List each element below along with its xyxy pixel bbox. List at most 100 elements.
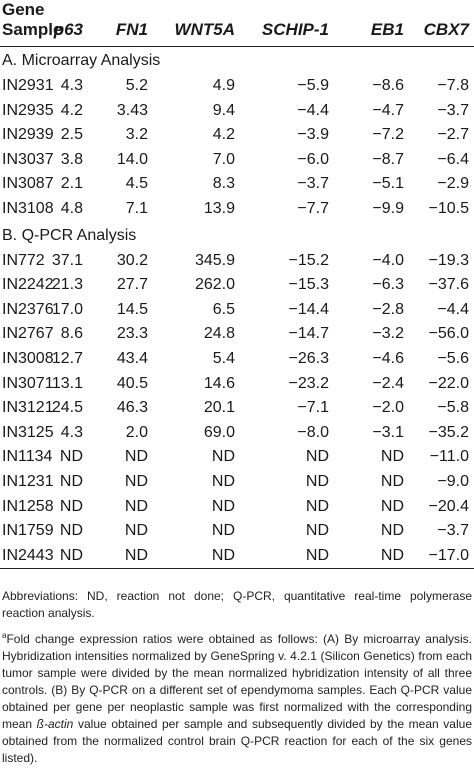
cell-wnt5a: 8.3 <box>212 175 235 193</box>
cell-cbx7: −19.3 <box>428 251 469 269</box>
cell-p63: 13.1 <box>51 374 83 392</box>
cell-fn1: 3.2 <box>125 126 148 144</box>
cell-p63: 4.2 <box>60 101 83 119</box>
cell-schip1: −5.9 <box>297 77 329 94</box>
table-row: IN1231 ND ND ND ND ND −9.0 <box>0 470 474 495</box>
cell-wnt5a: 7.0 <box>212 150 235 168</box>
cell-schip1: ND <box>305 546 329 564</box>
column-header-eb1: EB1 <box>370 20 404 39</box>
cell-wnt5a: 6.5 <box>212 300 235 318</box>
footnote-text-2: value obtained per sample and subsequent… <box>2 717 472 765</box>
column-header-p63: p63 <box>53 20 83 39</box>
cell-eb1: −6.3 <box>372 276 404 294</box>
cell-eb1: ND <box>380 448 404 466</box>
cell-cbx7: −22.0 <box>428 374 469 392</box>
cell-fn1: ND <box>124 472 148 490</box>
sample-id: IN1134 <box>2 448 53 466</box>
table-row: IN2443 ND ND ND ND ND −17.0 <box>0 544 474 569</box>
table-row: IN1134 ND ND ND ND ND −11.0 <box>0 445 474 470</box>
sample-id: IN3037 <box>2 150 54 168</box>
cell-fn1: 27.7 <box>116 276 148 294</box>
gene-header-label: Gene <box>2 0 45 19</box>
cell-cbx7: −7.8 <box>437 77 469 94</box>
cell-cbx7: −3.7 <box>437 522 469 540</box>
cell-wnt5a: 9.4 <box>212 101 235 119</box>
cell-schip1: −7.1 <box>297 399 329 417</box>
sample-id: IN2767 <box>2 325 54 343</box>
cell-p63: ND <box>59 448 83 466</box>
cell-schip1: −3.7 <box>297 175 329 193</box>
cell-schip1: −26.3 <box>288 349 329 367</box>
cell-cbx7: −10.5 <box>428 199 469 217</box>
sample-id: IN3121 <box>2 399 54 417</box>
cell-schip1: −15.2 <box>288 251 329 269</box>
sample-id: IN3008 <box>2 349 54 367</box>
cell-eb1: −2.0 <box>372 399 404 417</box>
cell-p63: 24.5 <box>51 399 83 417</box>
cell-fn1: 43.4 <box>116 349 148 367</box>
sample-header-label: Sample <box>2 20 63 39</box>
table-row: IN3037 3.8 14.0 7.0 −6.0 −8.7 −6.4 <box>0 148 474 173</box>
cell-cbx7: −35.2 <box>428 423 469 441</box>
table-row: IN772 37.1 30.2 345.9 −15.2 −4.0 −19.3 <box>0 249 474 274</box>
cell-wnt5a: 69.0 <box>203 423 235 441</box>
cell-p63: 17.0 <box>51 300 83 318</box>
cell-cbx7: −56.0 <box>428 325 469 343</box>
footnote-italic: ß-actin <box>36 717 74 731</box>
sample-id: IN2376 <box>2 300 54 318</box>
cell-cbx7: −2.9 <box>437 175 469 193</box>
footnote-text-1: Fold change expression ratios were obtai… <box>2 632 472 731</box>
cell-wnt5a: ND <box>211 472 235 490</box>
sample-id: IN3071 <box>2 374 54 392</box>
cell-schip1: −14.7 <box>288 325 329 343</box>
table-body: A. Microarray Analysis IN2931 4.3 5.2 4.9 −5.… <box>0 47 474 568</box>
table-row: IN3008 12.7 43.4 5.4 −26.3 −4.6 −5.6 <box>0 347 474 372</box>
cell-eb1: −2.8 <box>372 300 404 318</box>
cell-schip1: ND <box>305 448 329 466</box>
cell-schip1: −7.7 <box>297 199 329 217</box>
footnote-marker: a <box>2 631 7 640</box>
cell-fn1: 23.3 <box>116 325 148 343</box>
cell-schip1: −8.0 <box>297 423 329 441</box>
cell-wnt5a: ND <box>211 522 235 540</box>
table-row: IN3125 4.3 2.0 69.0 −8.0 −3.1 −35.2 <box>0 421 474 446</box>
cell-eb1: ND <box>380 472 404 490</box>
cell-p63: ND <box>59 497 83 515</box>
cell-schip1: −15.3 <box>288 276 329 294</box>
cell-wnt5a: 20.1 <box>203 399 235 417</box>
cell-fn1: 14.5 <box>116 300 148 318</box>
column-header-cbx7: CBX7 <box>423 20 469 39</box>
cell-p63: 12.7 <box>51 349 83 367</box>
sample-id: IN1231 <box>2 472 54 490</box>
cell-schip1: ND <box>305 497 329 515</box>
cell-cbx7: −3.7 <box>437 101 469 119</box>
sample-id: IN772 <box>2 251 45 269</box>
table-row: IN3121 24.5 46.3 20.1 −7.1 −2.0 −5.8 <box>0 396 474 421</box>
cell-cbx7: −11.0 <box>429 448 469 466</box>
cell-eb1: −3.1 <box>372 423 404 441</box>
cell-p63: 4.8 <box>60 199 83 217</box>
cell-p63: 37.1 <box>51 251 83 269</box>
cell-schip1: −6.0 <box>297 150 329 168</box>
table-row: IN3087 2.1 4.5 8.3 −3.7 −5.1 −2.9 <box>0 172 474 197</box>
cell-wnt5a: 5.4 <box>212 349 235 367</box>
cell-eb1: −9.9 <box>372 199 404 217</box>
column-header-schip1: SCHIP-1 <box>261 20 329 39</box>
cell-wnt5a: ND <box>211 448 235 466</box>
cell-p63: 2.1 <box>60 175 83 193</box>
cell-cbx7: −5.8 <box>437 399 469 417</box>
cell-wnt5a: ND <box>211 546 235 564</box>
section-title: B. Q-PCR Analysis <box>2 226 137 244</box>
cell-schip1: −3.9 <box>297 126 329 144</box>
cell-p63: ND <box>59 522 83 540</box>
sample-id: IN2242 <box>2 276 54 294</box>
cell-fn1: 5.2 <box>125 77 148 94</box>
table-row: IN2931 4.3 5.2 4.9 −5.9 −8.6 −7.8 <box>0 74 474 99</box>
cell-wnt5a: 24.8 <box>203 325 235 343</box>
sample-id: IN2931 <box>2 77 54 94</box>
table-row: IN1258 ND ND ND ND ND −20.4 <box>0 495 474 520</box>
expression-table: Gene Sample p63 FN1 WNT5A SCHIP-1 EB1 CB… <box>0 0 474 570</box>
cell-cbx7: −4.4 <box>437 300 469 318</box>
cell-fn1: 46.3 <box>116 399 148 417</box>
cell-fn1: 7.1 <box>125 199 148 217</box>
